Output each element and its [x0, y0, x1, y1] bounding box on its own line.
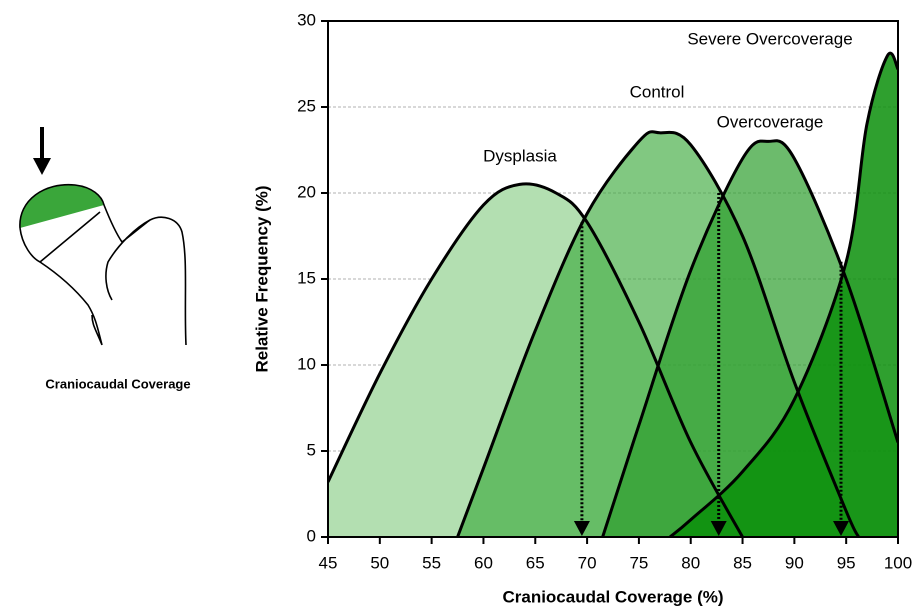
y-tick-label: 15: [297, 268, 316, 287]
y-tick-label: 0: [307, 526, 316, 545]
y-tick-label: 10: [297, 354, 316, 373]
x-tick-label: 80: [681, 553, 700, 572]
x-tick-label: 45: [319, 553, 338, 572]
x-tick-label: 100: [884, 553, 912, 572]
arrow-head: [33, 158, 51, 175]
y-tick-label: 20: [297, 182, 316, 201]
x-tick-label: 65: [526, 553, 545, 572]
x-tick-label: 55: [422, 553, 441, 572]
coverage-region: [20, 185, 104, 228]
x-tick-label: 90: [785, 553, 804, 572]
x-tick-label: 70: [578, 553, 597, 572]
figure: Craniocaudal Coverage 0 5 10 15 20 25 30 45 50 55…: [0, 0, 920, 611]
x-tick-label: 85: [733, 553, 752, 572]
y-tick-label: 25: [297, 96, 316, 115]
series-label: Overcoverage: [717, 112, 824, 131]
series-label: Severe Overcoverage: [687, 29, 852, 48]
x-tick-label: 95: [837, 553, 856, 572]
series-label: Dysplasia: [483, 146, 557, 165]
series-label: Control: [630, 82, 685, 101]
x-tick-label: 75: [629, 553, 648, 572]
plot: 0 5 10 15 20 25 30 45 50 55 60 65 70 75 80 85 90 95 100 Dys…: [252, 10, 912, 606]
illustration-caption: Craniocaudal Coverage: [45, 376, 190, 391]
y-tick-label: 5: [307, 440, 316, 459]
x-tick-label: 50: [370, 553, 389, 572]
y-axis-title: Relative Frequency (%): [252, 185, 271, 372]
femur-illustration: Craniocaudal Coverage: [20, 127, 191, 391]
y-tick-label: 30: [297, 10, 316, 29]
x-tick-label: 60: [474, 553, 493, 572]
x-axis-title: Craniocaudal Coverage (%): [502, 587, 723, 606]
